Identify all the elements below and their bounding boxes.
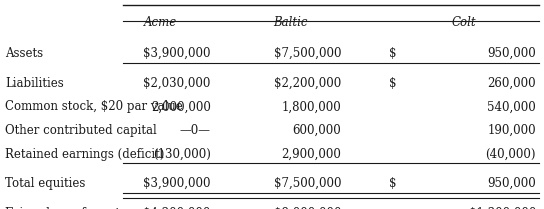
Text: Other contributed capital: Other contributed capital — [5, 124, 157, 137]
Text: $3,900,000: $3,900,000 — [143, 177, 211, 190]
Text: $3,900,000: $3,900,000 — [143, 47, 211, 60]
Text: Colt: Colt — [452, 17, 476, 29]
Text: Baltic: Baltic — [274, 17, 308, 29]
Text: Retained earnings (deficit): Retained earnings (deficit) — [5, 148, 165, 161]
Text: $1,300,000: $1,300,000 — [468, 207, 536, 209]
Text: 1,800,000: 1,800,000 — [282, 100, 341, 113]
Text: $4,200,000: $4,200,000 — [143, 207, 211, 209]
Text: 600,000: 600,000 — [293, 124, 341, 137]
Text: $9,000,000: $9,000,000 — [274, 207, 341, 209]
Text: 950,000: 950,000 — [487, 47, 536, 60]
Text: Liabilities: Liabilities — [5, 77, 64, 90]
Text: $2,200,000: $2,200,000 — [274, 77, 341, 90]
Text: (130,000): (130,000) — [153, 148, 211, 161]
Text: (40,000): (40,000) — [485, 148, 536, 161]
Text: $7,500,000: $7,500,000 — [274, 177, 341, 190]
Text: Total equities: Total equities — [5, 177, 86, 190]
Text: $: $ — [390, 47, 397, 60]
Text: $: $ — [390, 177, 397, 190]
Text: —0—: —0— — [180, 124, 211, 137]
Text: Common stock, $20 par value: Common stock, $20 par value — [5, 100, 183, 113]
Text: Assets: Assets — [5, 47, 44, 60]
Text: 2,000,000: 2,000,000 — [151, 100, 211, 113]
Text: $: $ — [390, 77, 397, 90]
Text: 540,000: 540,000 — [487, 100, 536, 113]
Text: 190,000: 190,000 — [487, 124, 536, 137]
Text: 260,000: 260,000 — [487, 77, 536, 90]
Text: Fair values of assets: Fair values of assets — [5, 207, 126, 209]
Text: $7,500,000: $7,500,000 — [274, 47, 341, 60]
Text: 2,900,000: 2,900,000 — [281, 148, 341, 161]
Text: Acme: Acme — [144, 17, 177, 29]
Text: $2,030,000: $2,030,000 — [143, 77, 211, 90]
Text: 950,000: 950,000 — [487, 177, 536, 190]
